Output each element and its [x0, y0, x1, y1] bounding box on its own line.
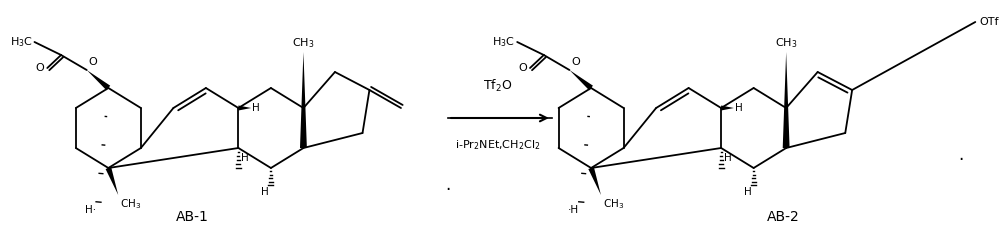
Polygon shape	[721, 106, 734, 110]
Text: CH$_3$: CH$_3$	[775, 36, 797, 50]
Text: .: .	[958, 146, 963, 164]
Polygon shape	[106, 167, 118, 195]
Text: O: O	[571, 57, 580, 67]
Text: O: O	[36, 63, 44, 73]
Text: CH$_3$: CH$_3$	[603, 197, 624, 211]
Text: H: H	[261, 187, 269, 197]
Polygon shape	[300, 52, 307, 148]
Text: CH$_3$: CH$_3$	[292, 36, 315, 50]
Text: H: H	[735, 103, 743, 113]
Polygon shape	[569, 70, 593, 90]
Text: H: H	[724, 153, 732, 163]
Text: AB-1: AB-1	[176, 210, 209, 224]
Text: i-Pr$_2$NEt,CH$_2$Cl$_2$: i-Pr$_2$NEt,CH$_2$Cl$_2$	[455, 138, 540, 152]
Text: ·H: ·H	[568, 205, 579, 215]
Text: OTf: OTf	[979, 17, 999, 27]
Polygon shape	[783, 52, 790, 148]
Text: Tf$_2$O: Tf$_2$O	[483, 78, 512, 94]
Text: O: O	[89, 57, 97, 67]
Text: H: H	[744, 187, 752, 197]
Text: O: O	[518, 63, 527, 73]
Text: H$_3$C: H$_3$C	[10, 35, 33, 49]
Text: H: H	[252, 103, 260, 113]
Polygon shape	[238, 106, 251, 110]
Text: AB-2: AB-2	[767, 210, 800, 224]
Text: .: .	[446, 176, 451, 194]
Polygon shape	[87, 70, 110, 90]
Text: H: H	[241, 153, 249, 163]
Text: H$_3$C: H$_3$C	[492, 35, 515, 49]
Polygon shape	[588, 167, 601, 195]
Text: H·: H·	[85, 205, 97, 215]
Text: CH$_3$: CH$_3$	[120, 197, 141, 211]
